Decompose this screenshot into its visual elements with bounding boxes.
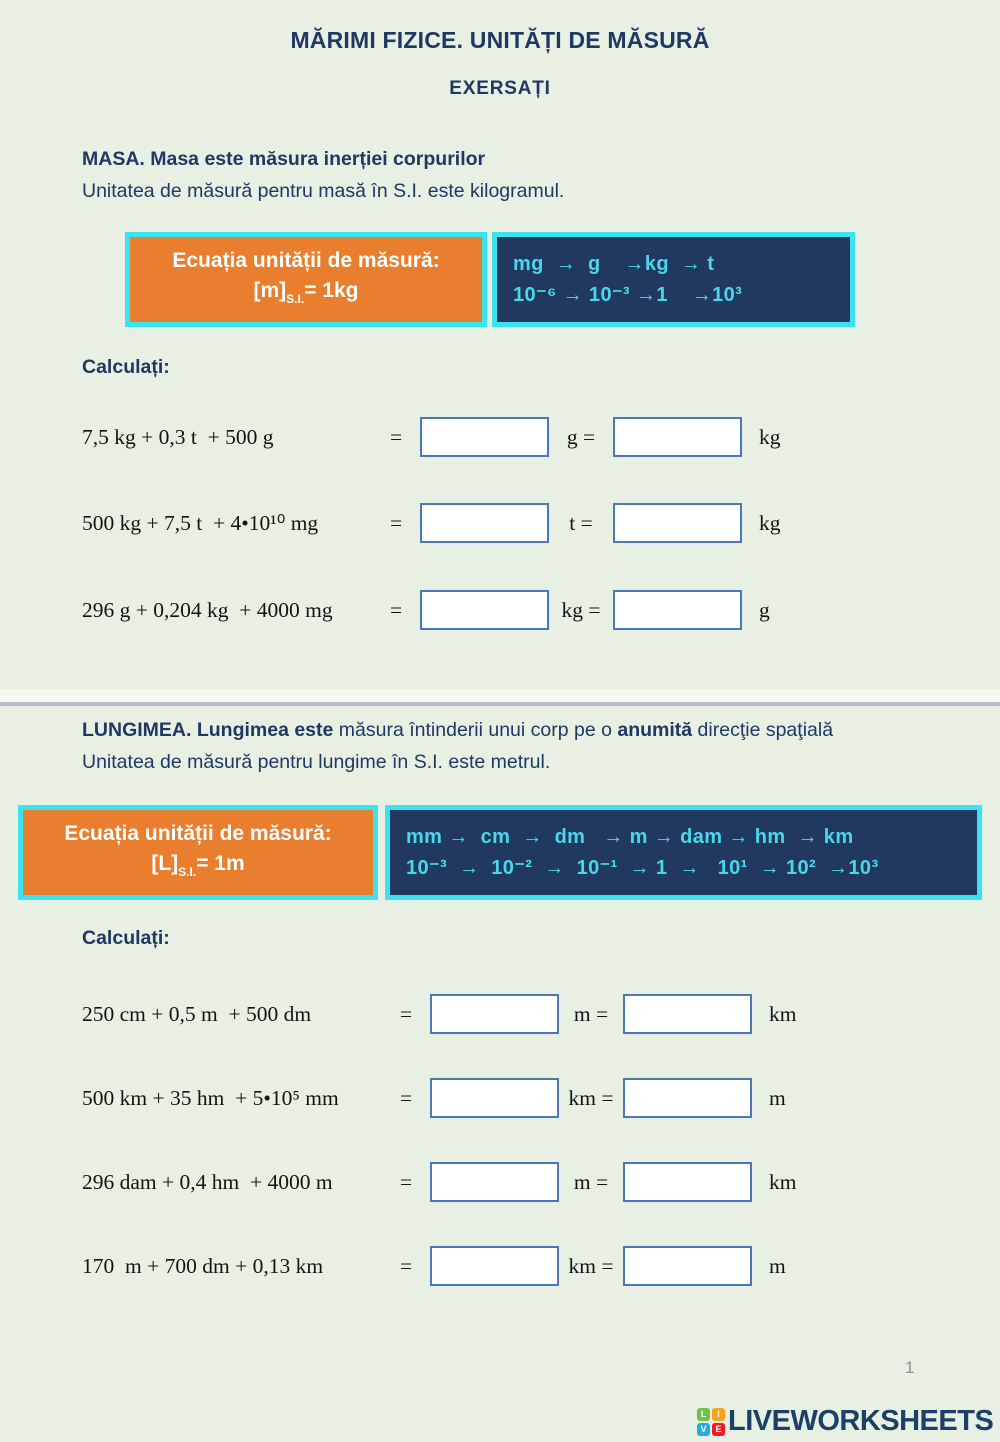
problem-expression: 296 g + 0,204 kg + 4000 mg (82, 597, 333, 622)
brand-wordmark: LIVEWORKSHEETS (728, 1404, 994, 1437)
length-units-line: mm → cm → dm → m → dam → hm → km (406, 825, 854, 848)
mid-unit-label: m = (573, 1001, 609, 1026)
end-unit-label: m (769, 1253, 786, 1278)
answer-input[interactable] (430, 1246, 559, 1286)
equals-sign: = (400, 1001, 413, 1026)
answer-input[interactable] (420, 417, 549, 457)
logo-letter-e: E (712, 1423, 725, 1436)
length-equation-formula: [L]S.I.= 1m (151, 849, 244, 887)
logo-letter-l: L (697, 1408, 710, 1421)
mid-unit-label: m = (573, 1169, 609, 1194)
problem-expression: 500 km + 35 hm + 5•10⁵ mm (82, 1085, 339, 1110)
mass-calculate-label: Calculați: (82, 356, 170, 378)
formula-suffix: = 1kg (304, 278, 359, 302)
mass-units-line: mg → g →kg → t (513, 252, 715, 275)
liveworksheets-brand: L I V E LIVEWORKSHEETS (697, 1402, 994, 1440)
mass-subheading-text: Unitatea de măsură pentru masă în S.I. e… (82, 180, 565, 202)
end-unit-label: km (769, 1169, 797, 1194)
mass-factors-line: 10⁻⁶ → 10⁻³ →1 →10³ (513, 283, 743, 306)
mid-unit-label: g = (566, 424, 596, 449)
page-title: MĂRIMI FIZICE. UNITĂȚI DE MĂSURĂ (290, 27, 710, 53)
mass-problem-row-1: 7,5 kg + 0,3 t + 500 g = g = kg (82, 414, 781, 460)
answer-input[interactable] (623, 1078, 752, 1118)
length-calculate-label: Calculați: (82, 927, 170, 949)
length-problem-row-4: 170 m + 700 dm + 0,13 km = km = m (82, 1243, 786, 1289)
page-subtitle: EXERSAȚI (449, 78, 551, 99)
length-factors-line: 10⁻³ → 10⁻² → 10⁻¹ → 1 → 10¹ → 10² →10³ (406, 856, 879, 879)
formula-subscript: S.I. (286, 291, 305, 306)
formula-subscript: S.I. (178, 864, 197, 879)
answer-input[interactable] (623, 1246, 752, 1286)
answer-input[interactable] (613, 417, 742, 457)
answer-input[interactable] (623, 1162, 752, 1202)
length-problem-row-1: 250 cm + 0,5 m + 500 dm = m = km (82, 991, 796, 1037)
problem-expression: 170 m + 700 dm + 0,13 km (82, 1253, 324, 1278)
length-subheading-text: Unitatea de măsură pentru lungime în S.I… (82, 751, 551, 773)
equals-sign: = (400, 1085, 413, 1110)
problem-expression: 7,5 kg + 0,3 t + 500 g (82, 424, 274, 449)
formula-suffix: = 1m (196, 851, 245, 875)
end-unit-label: km (769, 1001, 797, 1026)
problem-expression: 296 dam + 0,4 hm + 4000 m (82, 1169, 333, 1194)
length-heading-regular2: direcţie spaţială (692, 719, 834, 741)
length-heading-bold1: LUNGIMEA. Lungimea este (82, 719, 339, 741)
logo-letter-v: V (697, 1423, 710, 1436)
answer-input[interactable] (430, 1078, 559, 1118)
formula-prefix: [m] (253, 278, 287, 302)
length-problem-row-3: 296 dam + 0,4 hm + 4000 m = m = km (82, 1159, 796, 1205)
page-number: 1 (905, 1358, 915, 1377)
length-heading-text: LUNGIMEA. Lungimea este măsura întinderi… (82, 714, 992, 746)
mass-equation-box: Ecuația unității de măsură: [m]S.I.= 1kg (125, 232, 487, 327)
end-unit-label: g (759, 597, 770, 622)
equals-sign: = (400, 1253, 413, 1278)
equals-sign: = (390, 510, 403, 535)
length-section-heading: LUNGIMEA. Lungimea este măsura întinderi… (82, 714, 992, 778)
liveworksheets-logo-icon: L I V E (697, 1404, 725, 1440)
problem-expression: 250 cm + 0,5 m + 500 dm (82, 1001, 312, 1026)
end-unit-label: kg (759, 510, 781, 535)
answer-input[interactable] (420, 590, 549, 630)
answer-input[interactable] (623, 994, 752, 1034)
end-unit-label: m (769, 1085, 786, 1110)
answer-input[interactable] (613, 590, 742, 630)
length-equation-label: Ecuația unității de măsură: (64, 821, 332, 845)
mass-section-heading: MASA. Masa este măsura inerției corpuril… (82, 143, 564, 207)
mass-problem-row-2: 500 kg + 7,5 t + 4•10¹⁰ mg = t = kg (82, 500, 781, 546)
mass-conversion-box: mg → g →kg → t 10⁻⁶ → 10⁻³ →1 →10³ (492, 232, 855, 327)
answer-input[interactable] (430, 994, 559, 1034)
mass-heading-text: MASA. Masa este măsura inerției corpuril… (82, 148, 486, 170)
equals-sign: = (390, 424, 403, 449)
formula-prefix: [L] (151, 851, 179, 875)
answer-input[interactable] (420, 503, 549, 543)
length-conversion-box: mm → cm → dm → m → dam → hm → km 10⁻³ → … (385, 805, 982, 900)
mass-equation-label: Ecuația unității de măsură: (172, 248, 440, 272)
answer-input[interactable] (430, 1162, 559, 1202)
end-unit-label: kg (759, 424, 781, 449)
length-heading-bold2: anumită (617, 719, 693, 741)
mass-problem-row-3: 296 g + 0,204 kg + 4000 mg = kg = g (82, 587, 770, 633)
mass-equation-formula: [m]S.I.= 1kg (254, 276, 359, 314)
section-divider-band (0, 689, 1000, 702)
mid-unit-label: t = (569, 510, 593, 535)
length-heading-regular1: măsura întinderii unui corp pe o (338, 719, 618, 741)
problem-expression: 500 kg + 7,5 t + 4•10¹⁰ mg (82, 510, 319, 535)
section-divider-line (0, 702, 1000, 706)
mid-unit-label: km = (568, 1253, 614, 1278)
mid-unit-label: kg = (561, 597, 601, 622)
logo-letter-i: I (712, 1408, 725, 1421)
equals-sign: = (390, 597, 403, 622)
length-equation-box: Ecuația unității de măsură: [L]S.I.= 1m (18, 805, 378, 900)
mid-unit-label: km = (568, 1085, 614, 1110)
length-problem-row-2: 500 km + 35 hm + 5•10⁵ mm = km = m (82, 1075, 786, 1121)
equals-sign: = (400, 1169, 413, 1194)
answer-input[interactable] (613, 503, 742, 543)
